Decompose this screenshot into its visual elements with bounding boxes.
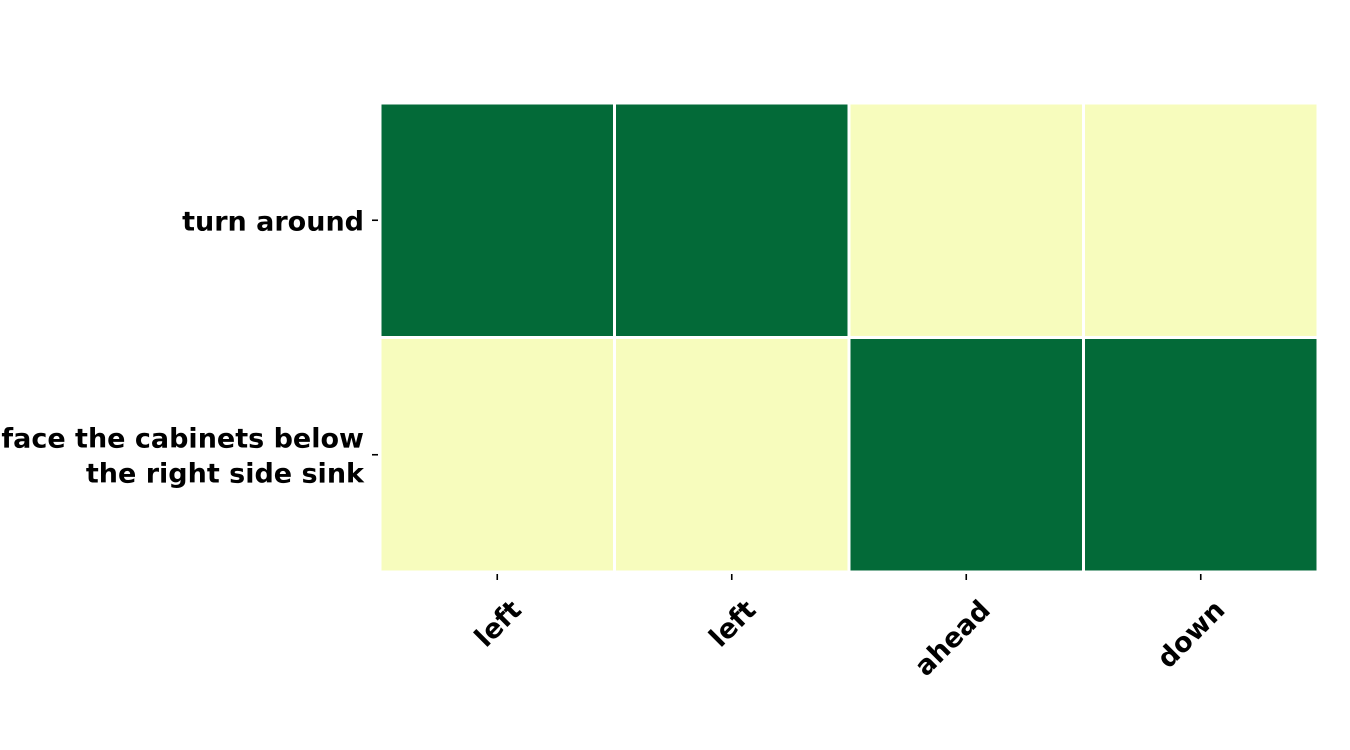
heatmap-cell-r1-c1 [616, 339, 848, 571]
heatmap-cell-r1-c3 [1085, 339, 1317, 571]
y-tick-label-line: the right side sink [86, 458, 365, 489]
x-axis: left left ahead down [469, 574, 1231, 683]
y-tick-label-line: face the cabinets below [1, 423, 364, 454]
heatmap-cells [381, 104, 1317, 571]
heatmap-cell-r0-c3 [1085, 104, 1317, 336]
y-tick-label-0: turn around [182, 206, 364, 237]
y-tick-label-1: face the cabinets below the right side si… [1, 423, 365, 489]
heatmap-cell-r0-c2 [850, 104, 1082, 336]
heatmap-cell-r0-c0 [381, 104, 613, 336]
heatmap-cell-r1-c2 [850, 339, 1082, 571]
heatmap-cell-r1-c0 [381, 339, 613, 571]
x-tick-label-1: left [703, 595, 762, 654]
heatmap-cell-r0-c1 [616, 104, 848, 336]
x-tick-label-3: down [1151, 595, 1231, 675]
x-tick-label-0: left [469, 595, 528, 654]
y-tick-label-line: turn around [182, 206, 364, 237]
x-tick-label-2: ahead [909, 595, 997, 683]
y-axis: turn around face the cabinets below the ri… [1, 206, 378, 489]
